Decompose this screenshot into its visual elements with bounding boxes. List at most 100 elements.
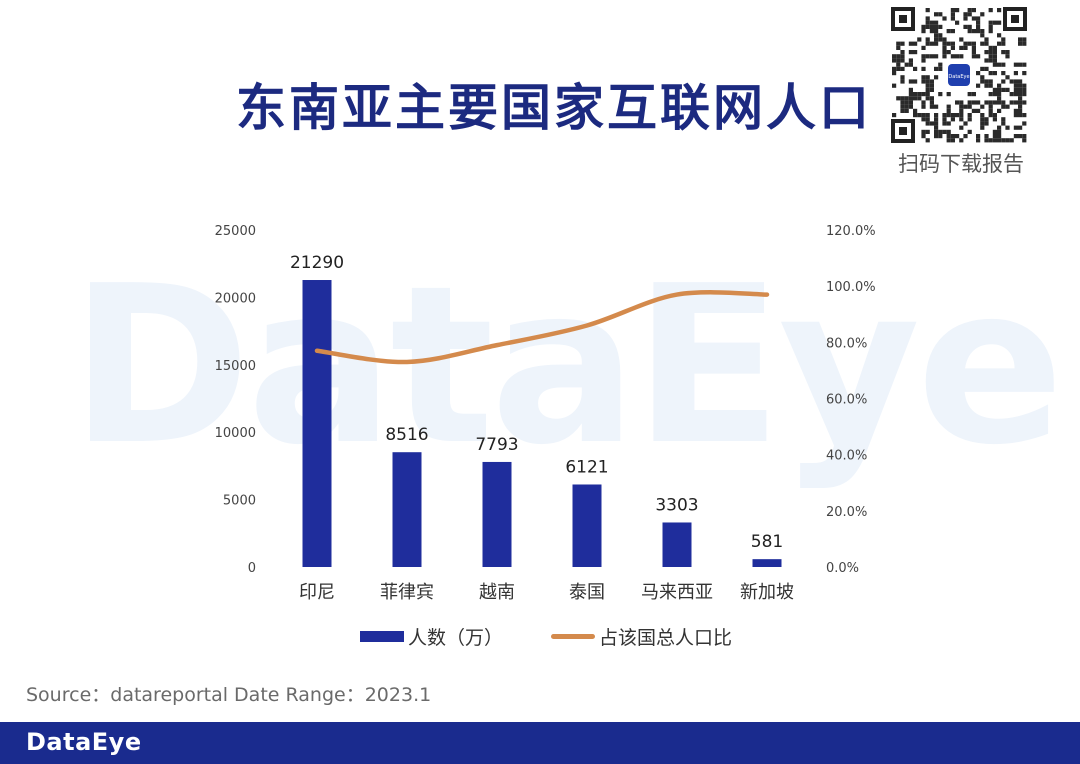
qr-module — [1001, 62, 1006, 67]
y-right-tick-label: 60.0% — [826, 393, 867, 408]
qr-module — [925, 8, 930, 13]
qr-module — [1018, 79, 1023, 84]
qr-module — [908, 79, 913, 84]
qr-module — [942, 41, 947, 46]
qr-module — [963, 41, 968, 46]
qr-module — [950, 41, 955, 46]
qr-module — [900, 66, 905, 71]
qr-module — [1018, 87, 1023, 92]
qr-module — [997, 134, 1002, 139]
qr-module — [988, 71, 993, 76]
qr-module — [1018, 125, 1023, 130]
qr-module — [1009, 138, 1014, 143]
qr-module — [1022, 134, 1027, 139]
qr-module — [938, 37, 943, 42]
qr-module — [980, 104, 985, 109]
qr-module — [959, 45, 964, 50]
qr-module — [1018, 62, 1023, 67]
qr-module — [921, 54, 926, 59]
qr-module — [938, 33, 943, 38]
qr-module — [971, 54, 976, 59]
qr-module — [988, 138, 993, 143]
qr-module — [921, 100, 926, 105]
chart-legend: 人数（万） 占该国总人口比 — [360, 622, 732, 650]
qr-module — [984, 100, 989, 105]
qr-module — [1013, 79, 1018, 84]
qr-module — [934, 54, 939, 59]
qr-module — [1013, 100, 1018, 105]
watermark-logo: DataEye — [70, 240, 1064, 493]
qr-module — [942, 121, 947, 126]
qr-caption: 扫码下载报告 — [898, 152, 1024, 176]
qr-module — [942, 45, 947, 50]
x-category-label: 新加坡 — [740, 582, 794, 603]
bar-1 — [302, 280, 332, 567]
qr-module — [950, 138, 955, 143]
qr-module — [984, 117, 989, 122]
qr-module — [1005, 54, 1010, 59]
qr-module — [959, 138, 964, 143]
qr-module — [950, 113, 955, 118]
qr-module — [988, 50, 993, 55]
qr-module — [946, 104, 951, 109]
qr-module — [934, 113, 939, 118]
qr-module — [934, 24, 939, 29]
qr-module — [942, 37, 947, 42]
x-category-label: 印尼 — [299, 582, 335, 603]
qr-module — [950, 29, 955, 34]
qr-module — [997, 83, 1002, 88]
qr-module — [921, 24, 926, 29]
qr-module — [900, 100, 905, 105]
qr-module — [984, 79, 989, 84]
page-title: 东南亚主要国家互联网人口 — [236, 79, 872, 137]
qr-module — [934, 134, 939, 139]
qr-module — [992, 113, 997, 118]
qr-module — [892, 71, 897, 76]
qr-module — [942, 54, 947, 59]
qr-module — [1013, 83, 1018, 88]
qr-module — [963, 24, 968, 29]
qr-module — [988, 20, 993, 25]
qr-module — [925, 121, 930, 126]
qr-module — [980, 121, 985, 126]
qr-module — [950, 8, 955, 13]
qr-module — [917, 96, 922, 101]
qr-module — [925, 37, 930, 42]
qr-module — [992, 45, 997, 50]
qr-code[interactable]: DataEye — [890, 6, 1028, 144]
qr-module — [1018, 100, 1023, 105]
qr-module — [946, 50, 951, 55]
qr-module — [963, 45, 968, 50]
qr-module — [908, 104, 913, 109]
legend-bar-label: 人数（万） — [408, 626, 504, 649]
qr-module — [959, 54, 964, 59]
qr-module — [913, 96, 918, 101]
qr-module — [980, 113, 985, 118]
qr-module — [963, 134, 968, 139]
qr-module — [959, 125, 964, 130]
qr-module — [1005, 75, 1010, 80]
qr-module — [929, 24, 934, 29]
qr-module — [934, 66, 939, 71]
qr-module — [1013, 87, 1018, 92]
qr-module — [967, 117, 972, 122]
qr-module — [929, 20, 934, 25]
qr-module — [992, 92, 997, 97]
bar-data-label: 21290 — [290, 253, 344, 273]
qr-module — [904, 108, 909, 113]
qr-module — [1022, 83, 1027, 88]
qr-module — [967, 41, 972, 46]
qr-module — [1001, 71, 1006, 76]
qr-module — [904, 96, 909, 101]
qr-module — [997, 33, 1002, 38]
qr-module — [1001, 41, 1006, 46]
qr-module — [938, 92, 943, 97]
qr-module — [913, 50, 918, 55]
y-right-tick-label: 80.0% — [826, 336, 867, 351]
qr-module — [950, 45, 955, 50]
qr-module — [913, 92, 918, 97]
qr-module — [934, 20, 939, 25]
qr-module — [896, 96, 901, 101]
qr-module — [925, 24, 930, 29]
qr-module — [896, 45, 901, 50]
